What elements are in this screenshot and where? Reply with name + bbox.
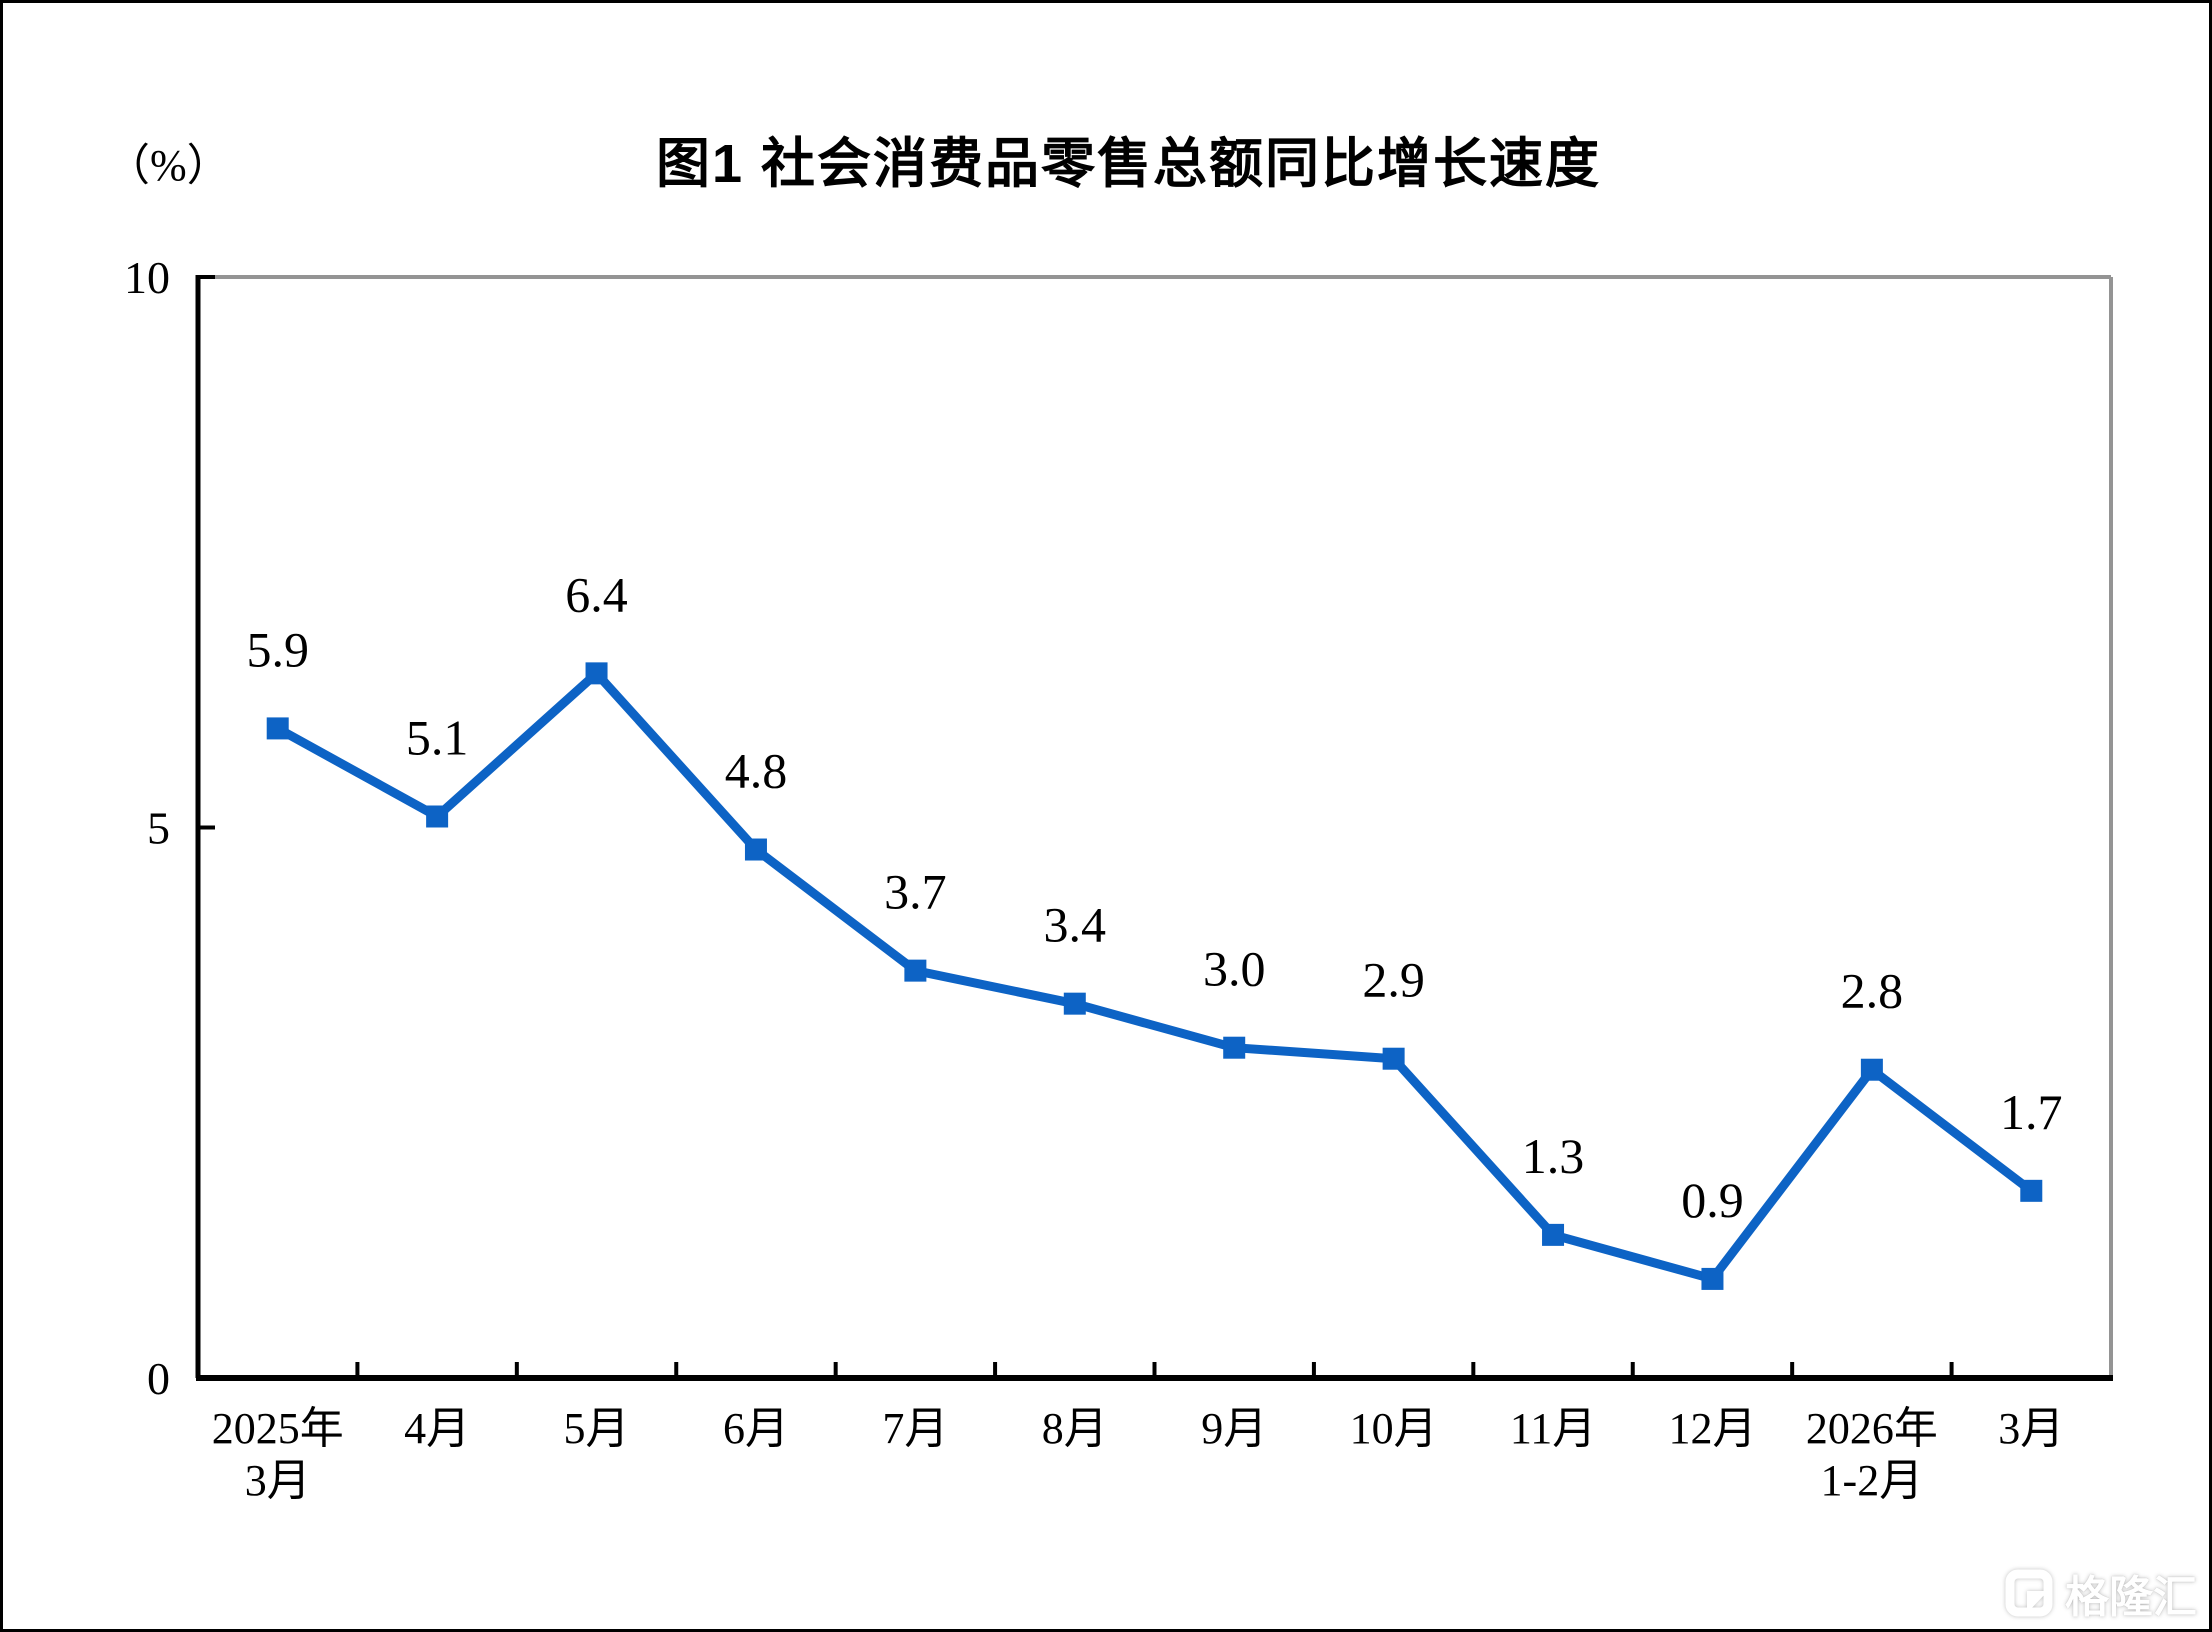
x-tick-label: 2026年 (1806, 1404, 1938, 1453)
x-tick-label: 4月 (404, 1404, 470, 1453)
x-tick-label: 12月 (1668, 1404, 1756, 1453)
data-label: 6.4 (565, 566, 628, 622)
x-tick-label: 10月 (1350, 1404, 1438, 1453)
data-point-marker (1701, 1267, 1724, 1290)
data-point-marker (744, 838, 767, 861)
data-point-marker (904, 959, 927, 982)
x-tick-label: 11月 (1510, 1404, 1596, 1453)
data-label: 2.8 (1841, 963, 1904, 1019)
x-tick-label: 3月 (245, 1456, 311, 1505)
x-tick-label: 3月 (1998, 1404, 2064, 1453)
x-tick-label: 1-2月 (1821, 1456, 1924, 1505)
data-point-marker (2020, 1179, 2043, 1202)
data-label: 3.4 (1044, 897, 1107, 953)
x-tick-label: 2025年 (212, 1404, 344, 1453)
data-label: 4.8 (725, 743, 788, 799)
data-label: 3.0 (1203, 941, 1266, 997)
data-point-marker (585, 662, 608, 685)
data-label: 5.1 (406, 709, 469, 765)
x-tick-label: 5月 (564, 1404, 630, 1453)
data-line (275, 667, 2035, 1285)
data-label: 3.7 (884, 864, 947, 920)
y-tick-label: 0 (147, 1353, 170, 1404)
y-tick-label: 10 (124, 252, 170, 303)
data-point-marker (1063, 992, 1086, 1015)
chart-title: 图1 社会消费品零售总额同比增长速度 (655, 134, 1602, 194)
y-axis-unit-label: （%） (106, 141, 231, 190)
x-tick-label: 7月 (882, 1404, 948, 1453)
x-tick-label: 8月 (1042, 1404, 1108, 1453)
data-point-marker (1542, 1223, 1565, 1246)
data-point-marker (1382, 1047, 1405, 1070)
data-label: 1.7 (2000, 1084, 2063, 1140)
data-point-marker (1223, 1036, 1246, 1059)
data-label: 1.3 (1522, 1128, 1585, 1184)
x-tick-label: 9月 (1201, 1404, 1267, 1453)
data-point-marker (266, 717, 289, 740)
data-label: 2.9 (1362, 952, 1425, 1008)
x-tick-label: 6月 (723, 1404, 789, 1453)
y-tick-label: 5 (147, 803, 170, 854)
data-point-marker (426, 805, 449, 828)
data-point-marker (1860, 1058, 1883, 1081)
data-label: 5.9 (246, 621, 309, 677)
data-label: 0.9 (1681, 1172, 1744, 1228)
